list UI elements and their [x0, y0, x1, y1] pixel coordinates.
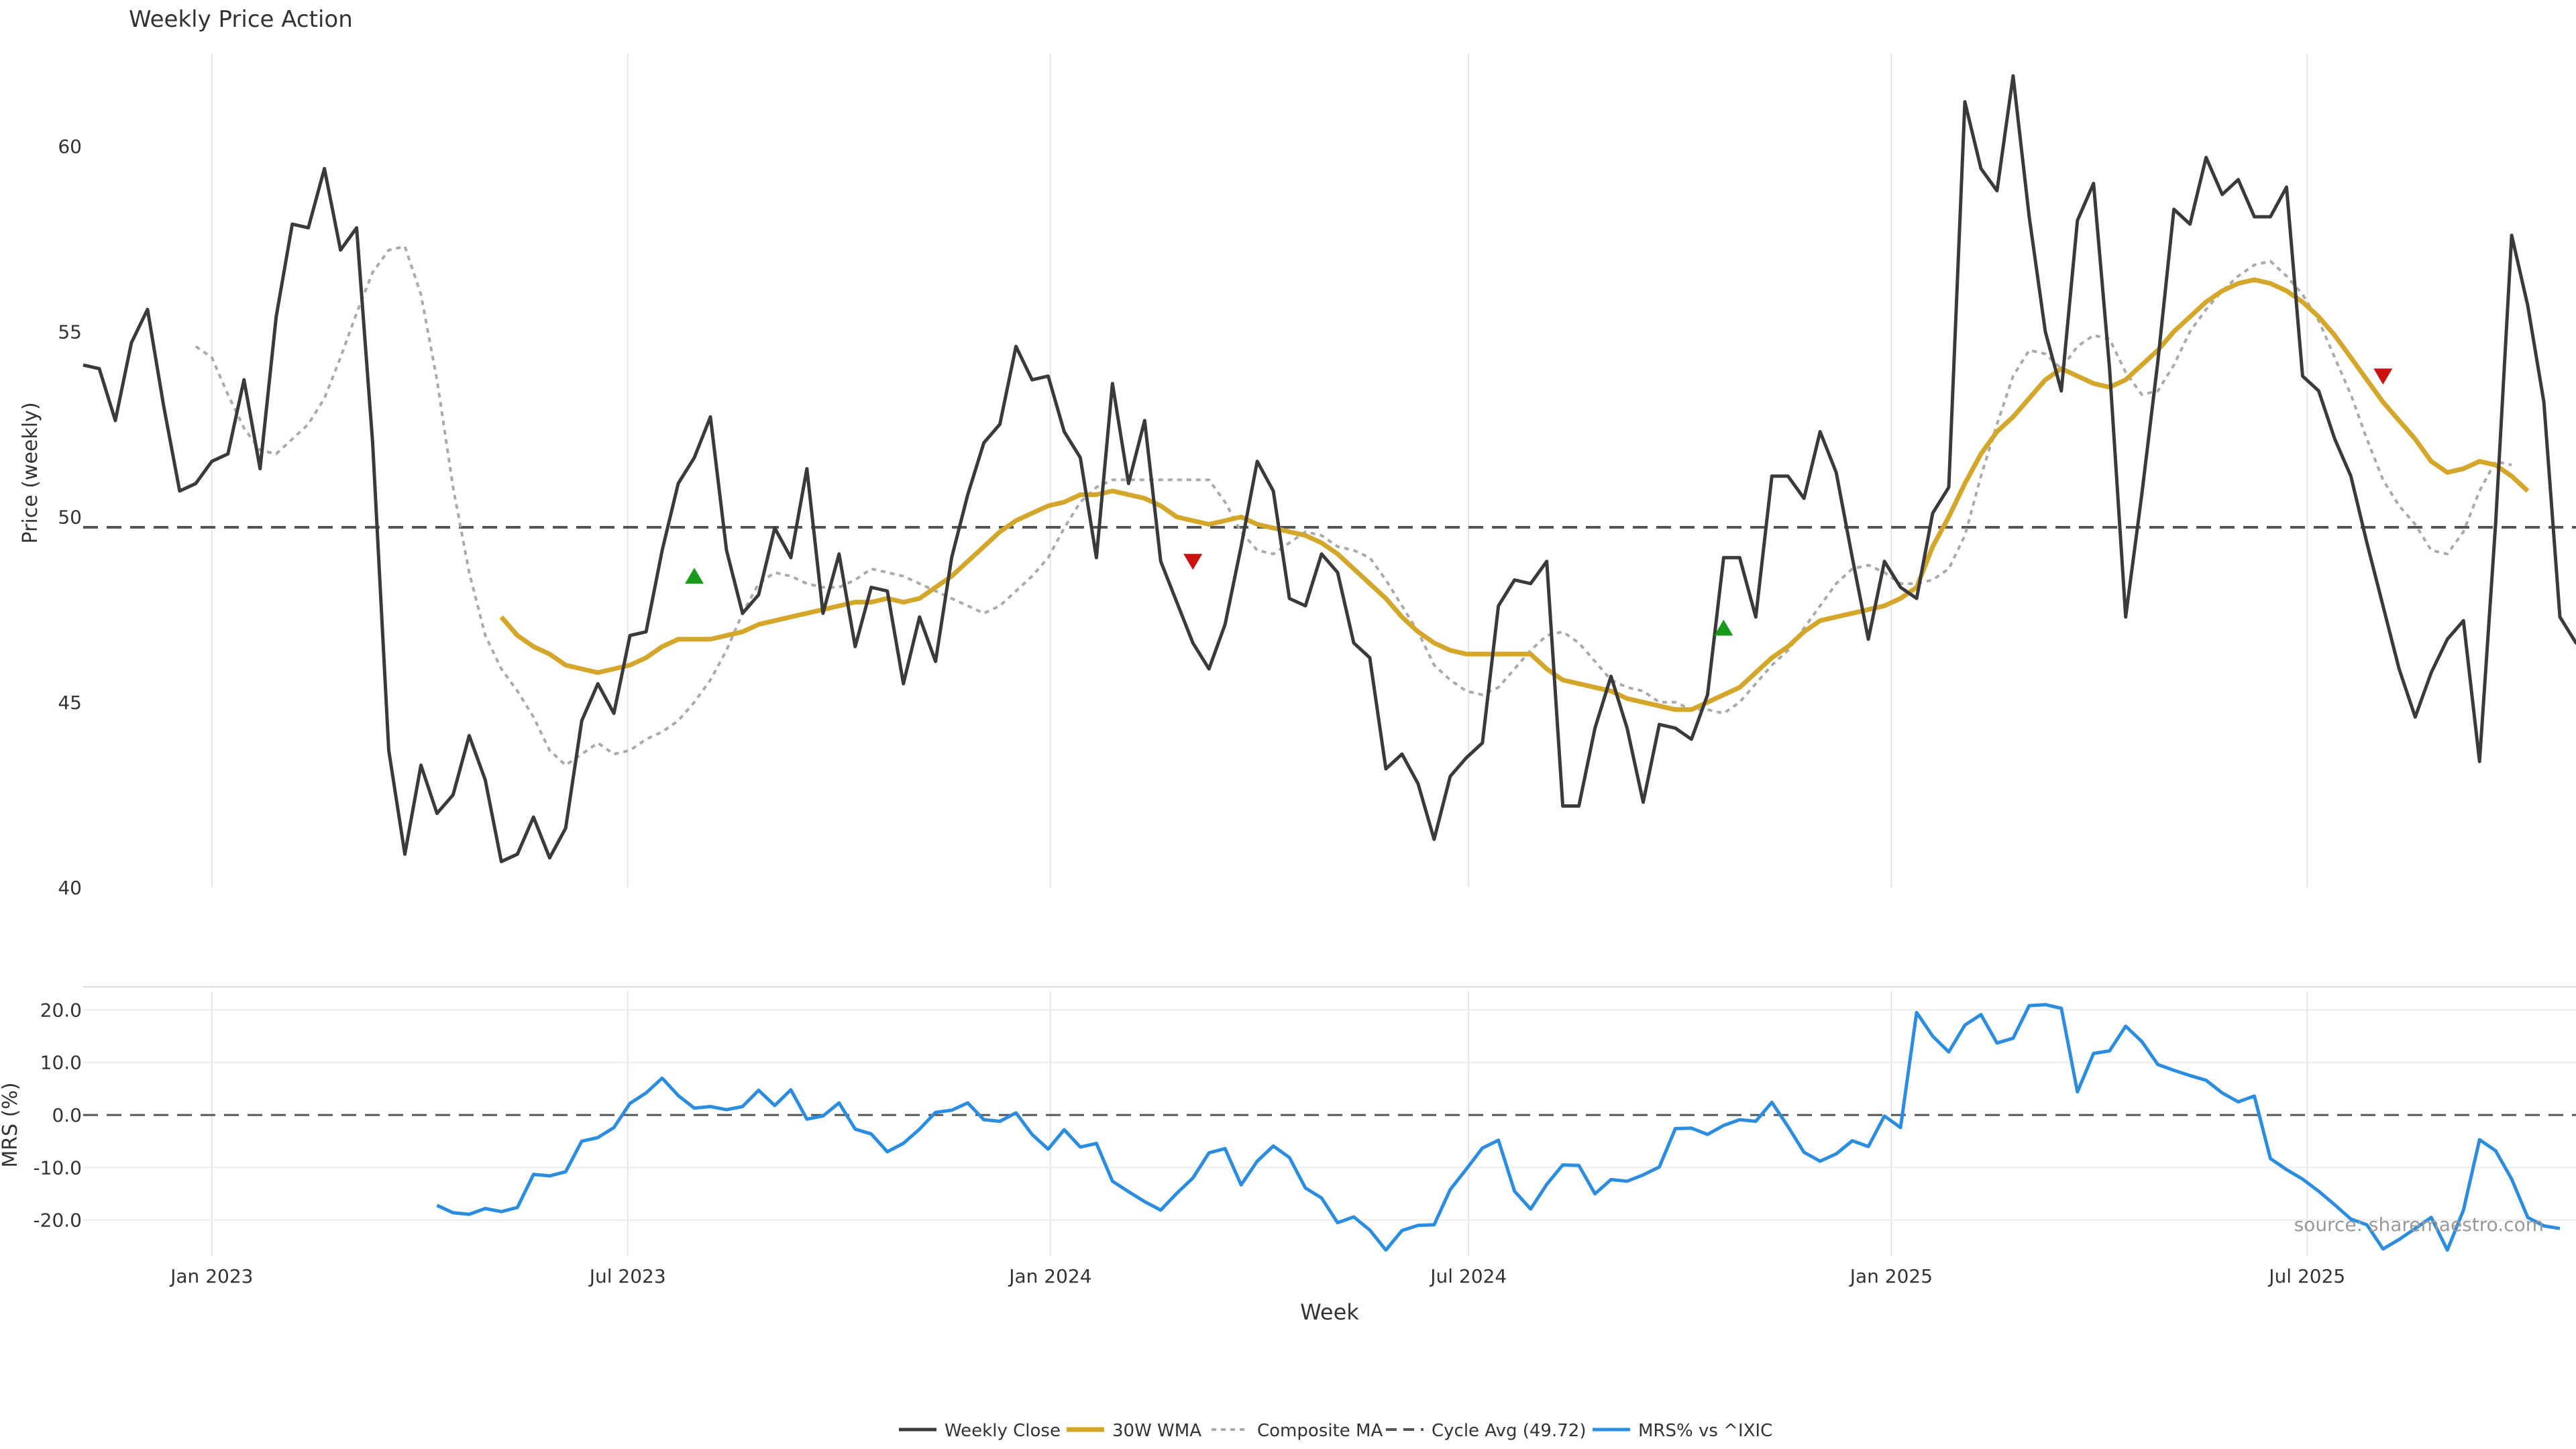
legend-label: 30W WMA [1112, 1421, 1201, 1441]
legend: Weekly Close 30W WMA Composite MA Cycle Avg… [899, 1421, 1772, 1441]
series-composite-ma [195, 245, 2512, 767]
x-tick-label: Jan 2024 [1008, 1265, 1091, 1287]
price-y-ticks: 40 45 50 55 60 [58, 136, 82, 899]
x-tick-label: Jan 2025 [1849, 1265, 1933, 1287]
chart-title: Weekly Price Action [129, 6, 353, 33]
buy-signal-marker [1714, 619, 1733, 636]
buy-signal-marker [685, 568, 704, 584]
legend-item: Cycle Avg (49.72) [1386, 1421, 1586, 1441]
legend-label: Cycle Avg (49.72) [1432, 1421, 1586, 1441]
sell-signal-marker [1183, 553, 1203, 570]
price-series-lines [83, 74, 2576, 863]
legend-item: Composite MA [1212, 1421, 1383, 1441]
mrs-y-ticks: -20.0 -10.0 0.0 10.0 20.0 [34, 999, 82, 1231]
mrs-panel-grid [83, 991, 2576, 1256]
x-tick-label: Jan 2023 [169, 1265, 253, 1287]
x-tick-labels: Jan 2023 Jul 2023 Jan 2024 Jul 2024 Jan 2025… [169, 1265, 2345, 1287]
mrs-y-tick-label: 20.0 [40, 999, 82, 1021]
mrs-y-tick-label: 0.0 [52, 1104, 82, 1126]
price-panel-grid [211, 54, 2308, 888]
series-mrs-vs-ixic [436, 1003, 2561, 1252]
signal-markers [685, 368, 2393, 636]
mrs-y-tick-label: -20.0 [34, 1210, 82, 1232]
price-y-tick-label: 45 [58, 692, 82, 714]
x-tick-label: Jul 2024 [1429, 1265, 1507, 1287]
price-y-tick-label: 55 [58, 321, 82, 343]
sell-signal-marker [2373, 368, 2393, 385]
series-weekly-close [83, 74, 2576, 863]
legend-item: Weekly Close [899, 1421, 1061, 1441]
x-tick-label: Jul 2025 [2267, 1265, 2345, 1287]
mrs-series-line [436, 1003, 2561, 1252]
price-y-tick-label: 40 [58, 877, 82, 899]
mrs-y-tick-label: -10.0 [34, 1157, 82, 1179]
price-y-axis-label: Price (weekly) [19, 402, 42, 543]
price-y-tick-label: 60 [58, 136, 82, 158]
legend-label: MRS% vs ^IXIC [1638, 1421, 1772, 1441]
mrs-y-tick-label: 10.0 [40, 1052, 82, 1074]
legend-label: Weekly Close [945, 1421, 1061, 1441]
series-30w-wma [499, 277, 2530, 712]
legend-item: MRS% vs ^IXIC [1593, 1421, 1772, 1441]
price-y-tick-label: 50 [58, 506, 82, 529]
legend-item: 30W WMA [1067, 1421, 1201, 1441]
source-note: source: sharemaestro.com [2294, 1214, 2544, 1236]
legend-label: Composite MA [1257, 1421, 1383, 1441]
x-tick-label: Jul 2023 [588, 1265, 666, 1287]
mrs-y-axis-label: MRS (%) [0, 1082, 22, 1167]
x-axis-label: Week [1300, 1299, 1359, 1325]
